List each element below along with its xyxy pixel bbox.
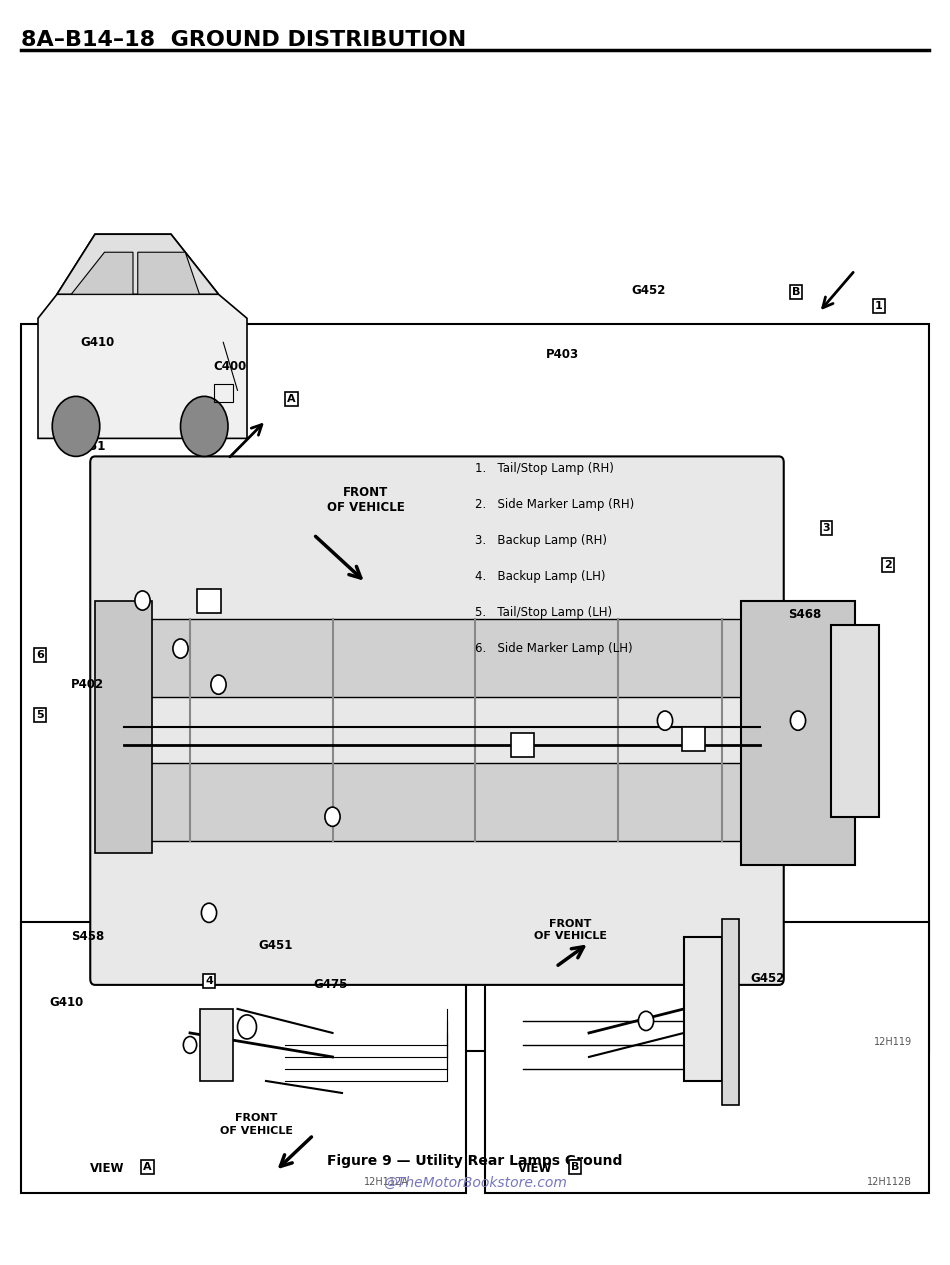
Circle shape [790, 711, 806, 730]
Bar [511, 732, 535, 756]
Circle shape [325, 807, 340, 826]
Text: G451: G451 [71, 440, 105, 453]
Text: 1.   Tail/Stop Lamp (RH): 1. Tail/Stop Lamp (RH) [475, 462, 614, 474]
Bar [100, 619, 774, 697]
Text: 12H112B: 12H112B [867, 1176, 912, 1187]
Text: 12H119: 12H119 [874, 1037, 912, 1047]
Text: 3.   Backup Lamp (RH): 3. Backup Lamp (RH) [475, 534, 607, 546]
Polygon shape [38, 234, 247, 439]
Polygon shape [138, 252, 200, 295]
Text: 6: 6 [36, 650, 44, 659]
Circle shape [201, 903, 217, 922]
Circle shape [211, 676, 226, 694]
Bar [682, 726, 705, 750]
Text: FRONT
OF VEHICLE: FRONT OF VEHICLE [327, 486, 405, 514]
Text: 8A–B14–18  GROUND DISTRIBUTION: 8A–B14–18 GROUND DISTRIBUTION [21, 30, 466, 51]
Text: VIEW: VIEW [90, 1161, 124, 1175]
Circle shape [180, 396, 228, 457]
Bar [95, 601, 152, 853]
Circle shape [135, 591, 150, 610]
Circle shape [657, 711, 673, 730]
Text: 6.   Side Marker Lamp (LH): 6. Side Marker Lamp (LH) [475, 643, 633, 655]
Polygon shape [57, 234, 218, 295]
Bar [684, 937, 722, 1082]
Text: P402: P402 [71, 678, 104, 691]
Text: 5: 5 [36, 710, 44, 720]
Text: FRONT
OF VEHICLE: FRONT OF VEHICLE [534, 918, 606, 941]
Bar [722, 918, 739, 1106]
Text: B: B [792, 287, 800, 297]
Text: 4: 4 [205, 977, 213, 987]
Polygon shape [71, 252, 133, 295]
Bar [21, 922, 465, 1193]
Text: A: A [287, 393, 296, 404]
Text: G451: G451 [258, 939, 293, 953]
Bar [741, 601, 855, 865]
Text: S458: S458 [71, 930, 104, 944]
FancyBboxPatch shape [90, 457, 784, 985]
Circle shape [183, 1036, 197, 1054]
Text: 5.   Tail/Stop Lamp (LH): 5. Tail/Stop Lamp (LH) [475, 606, 612, 619]
Bar [484, 922, 929, 1193]
Text: VIEW: VIEW [518, 1161, 552, 1175]
Text: C400: C400 [214, 359, 247, 373]
Text: G475: G475 [314, 978, 348, 992]
Text: P403: P403 [546, 348, 580, 361]
Text: @TheMotorBookstore.com: @TheMotorBookstore.com [383, 1175, 567, 1190]
Text: G410: G410 [81, 335, 115, 349]
Bar [214, 385, 233, 402]
Bar [21, 324, 929, 1051]
Bar [198, 588, 220, 612]
Text: Figure 9 — Utility Rear Lamps Ground: Figure 9 — Utility Rear Lamps Ground [328, 1154, 622, 1169]
Bar [200, 1009, 233, 1082]
Text: 1: 1 [875, 301, 883, 311]
Text: G410: G410 [49, 997, 84, 1009]
Circle shape [638, 1011, 654, 1031]
Text: 2: 2 [884, 559, 892, 569]
Text: FRONT
OF VEHICLE: FRONT OF VEHICLE [220, 1113, 293, 1136]
Bar [831, 625, 879, 817]
Circle shape [173, 639, 188, 658]
Bar [100, 763, 774, 841]
Text: G452: G452 [632, 285, 666, 297]
Text: 12H112A: 12H112A [364, 1176, 408, 1187]
Text: 4.   Backup Lamp (LH): 4. Backup Lamp (LH) [475, 571, 605, 583]
Circle shape [238, 1015, 256, 1039]
Text: S468: S468 [788, 608, 822, 621]
Text: B: B [571, 1163, 579, 1173]
Text: 2.   Side Marker Lamp (RH): 2. Side Marker Lamp (RH) [475, 498, 635, 511]
Circle shape [52, 396, 100, 457]
Text: G452: G452 [750, 973, 785, 985]
Text: A: A [142, 1163, 152, 1173]
Text: 3: 3 [823, 524, 830, 534]
